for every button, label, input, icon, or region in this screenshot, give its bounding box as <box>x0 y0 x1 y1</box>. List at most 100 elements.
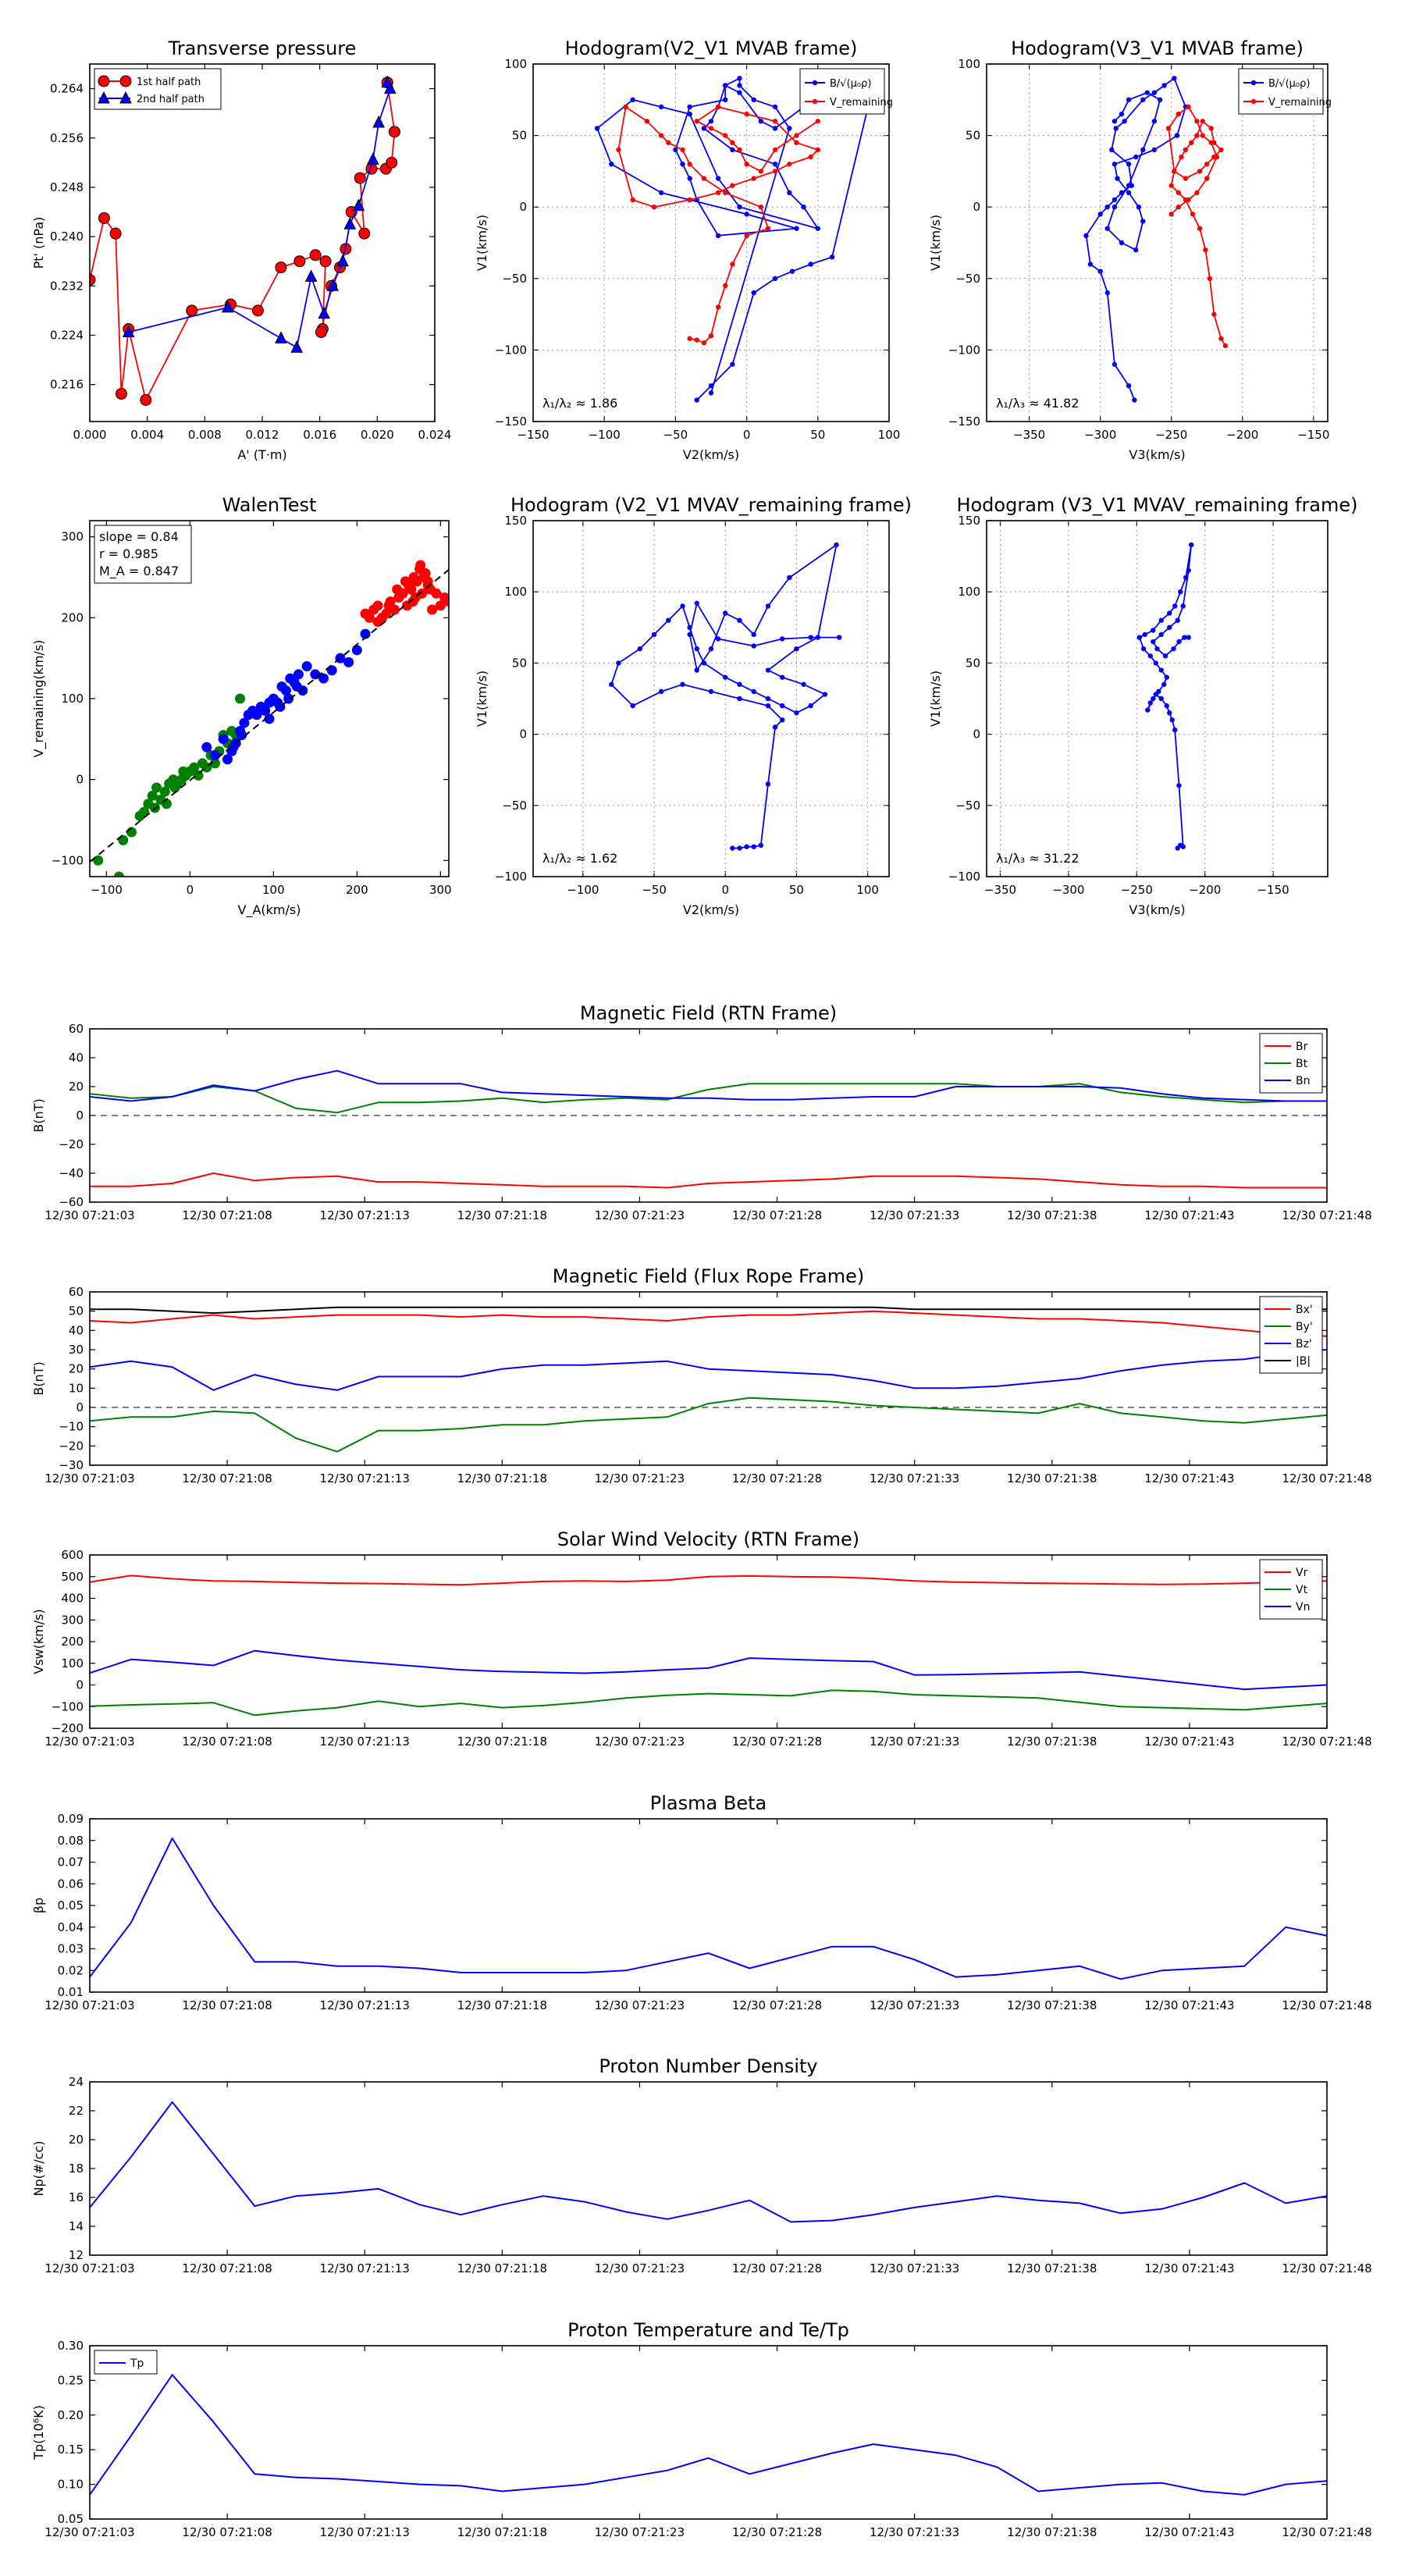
data-point-0-33 <box>765 667 771 673</box>
x-tick-label: 12/30 07:21:18 <box>457 1471 547 1485</box>
x-tick-label: 12/30 07:21:03 <box>44 1735 134 1749</box>
y-tick-label: 0.08 <box>58 1834 84 1848</box>
x-tick-label: 12/30 07:21:13 <box>320 1208 410 1222</box>
y-tick-label: 0 <box>76 1678 84 1692</box>
data-point-1-28 <box>815 147 821 153</box>
y-tick-label: 0.05 <box>58 2512 84 2526</box>
data-point-0-36 <box>680 162 685 167</box>
data-point-0-37 <box>787 575 792 581</box>
data-point-1-11 <box>701 176 707 181</box>
data-point-0-38 <box>765 603 771 609</box>
legend-label: Bz' <box>1296 1338 1312 1350</box>
plot-area <box>90 1069 1327 1189</box>
legend-label: Br <box>1296 1041 1308 1053</box>
data-point-0-1 <box>737 845 742 851</box>
data-point-0-5 <box>1169 717 1175 723</box>
x-tick-label: 12/30 07:21:43 <box>1144 2525 1234 2539</box>
data-point-1-6 <box>730 262 735 267</box>
data-point-1-12 <box>1183 147 1189 153</box>
x-tick-label: 12/30 07:21:43 <box>1144 1735 1234 1749</box>
data-point-0-35 <box>815 635 821 640</box>
data-point-2-32 <box>415 560 426 571</box>
data-point-0-15 <box>1122 119 1127 124</box>
x-tick-label: 12/30 07:21:03 <box>44 2525 134 2539</box>
legend-label: By' <box>1296 1321 1313 1333</box>
y-tick-label: −100 <box>495 870 527 884</box>
data-point-0-20 <box>801 205 806 210</box>
data-point-1-20 <box>651 205 657 210</box>
data-point-0-34 <box>794 646 799 652</box>
data-point-0-7 <box>780 717 785 723</box>
y-tick-label: 0.03 <box>58 1942 84 1956</box>
data-point-0-34 <box>1151 639 1156 645</box>
series-line-beta <box>90 1838 1327 1980</box>
data-point-1-13 <box>381 75 394 88</box>
plot-area <box>90 2101 1327 2223</box>
axes-frame <box>89 520 450 877</box>
data-point-0-5 <box>765 781 771 787</box>
data-point-0-27 <box>235 693 246 704</box>
y-tick-label: 22 <box>69 2104 84 2118</box>
data-point-0-31 <box>169 782 180 793</box>
y-tick-label: 40 <box>69 1051 84 1065</box>
fit-line <box>90 569 449 863</box>
data-point-0-35 <box>687 176 692 181</box>
legend-marker <box>812 80 818 86</box>
data-point-1-28 <box>1200 133 1205 138</box>
data-point-0-37 <box>1171 646 1176 652</box>
data-point-0-23 <box>715 176 721 181</box>
chart-title: Plasma Beta <box>650 1792 767 1814</box>
data-point-0-9 <box>159 786 170 797</box>
x-tick-label: 12/30 07:21:13 <box>320 2261 410 2275</box>
y-tick-label: 0 <box>973 728 980 742</box>
data-point-1-26 <box>787 162 792 167</box>
data-point-0-20 <box>1136 635 1142 640</box>
data-point-0-17 <box>651 632 657 638</box>
data-point-0-22 <box>1151 628 1156 633</box>
data-point-0-39 <box>1119 111 1125 117</box>
data-point-0-10 <box>1119 190 1125 196</box>
y-tick-label: 18 <box>69 2161 84 2176</box>
data-point-1-21 <box>1197 169 1203 174</box>
data-point-1-23 <box>1172 169 1177 174</box>
data-point-0-0 <box>90 273 96 286</box>
data-point-0-21 <box>815 226 821 231</box>
y-tick-label: 14 <box>69 2219 84 2233</box>
data-point-0-6 <box>147 790 158 801</box>
data-point-1-31 <box>237 730 247 741</box>
data-point-0-40 <box>723 83 728 88</box>
y-tick-label: 100 <box>958 57 980 71</box>
data-point-0-17 <box>1153 660 1158 666</box>
series-line-Bt <box>90 1083 1327 1114</box>
data-point-1-40 <box>772 147 778 153</box>
x-tick-label: 50 <box>789 883 804 897</box>
data-point-0-12 <box>737 90 742 95</box>
plot-area <box>90 1574 1327 1717</box>
series-line-0 <box>596 77 876 401</box>
data-point-1-22 <box>1183 176 1189 181</box>
data-point-0-17 <box>193 770 204 781</box>
data-point-0-6 <box>772 724 778 730</box>
chart-title: Hodogram(V3_V1 MVAB frame) <box>1011 37 1304 59</box>
data-point-0-8 <box>1104 205 1110 210</box>
data-point-0-23 <box>386 156 398 169</box>
data-point-0-3 <box>751 844 756 849</box>
y-tick-label: 60 <box>69 1285 84 1299</box>
data-point-0-25 <box>658 104 664 110</box>
data-point-0-29 <box>1186 568 1191 574</box>
x-tick-label: 12/30 07:21:43 <box>1144 2261 1234 2275</box>
data-point-0-47 <box>751 643 756 649</box>
y-axis-label: Tp(10⁶K) <box>31 2405 46 2460</box>
data-point-0-16 <box>701 126 707 131</box>
data-point-0-25 <box>1172 603 1178 609</box>
legend-marker <box>812 98 818 105</box>
legend-label: 1st half path <box>137 76 201 88</box>
data-point-1-33 <box>1186 197 1191 203</box>
data-point-1-31 <box>744 111 749 117</box>
chart-title: Transverse pressure <box>168 37 357 59</box>
data-point-1-2 <box>1211 311 1217 317</box>
data-point-0-11 <box>758 119 764 124</box>
y-tick-label: −20 <box>59 1137 84 1151</box>
x-tick-label: −50 <box>642 883 667 897</box>
axes-frame <box>89 1291 1328 1466</box>
